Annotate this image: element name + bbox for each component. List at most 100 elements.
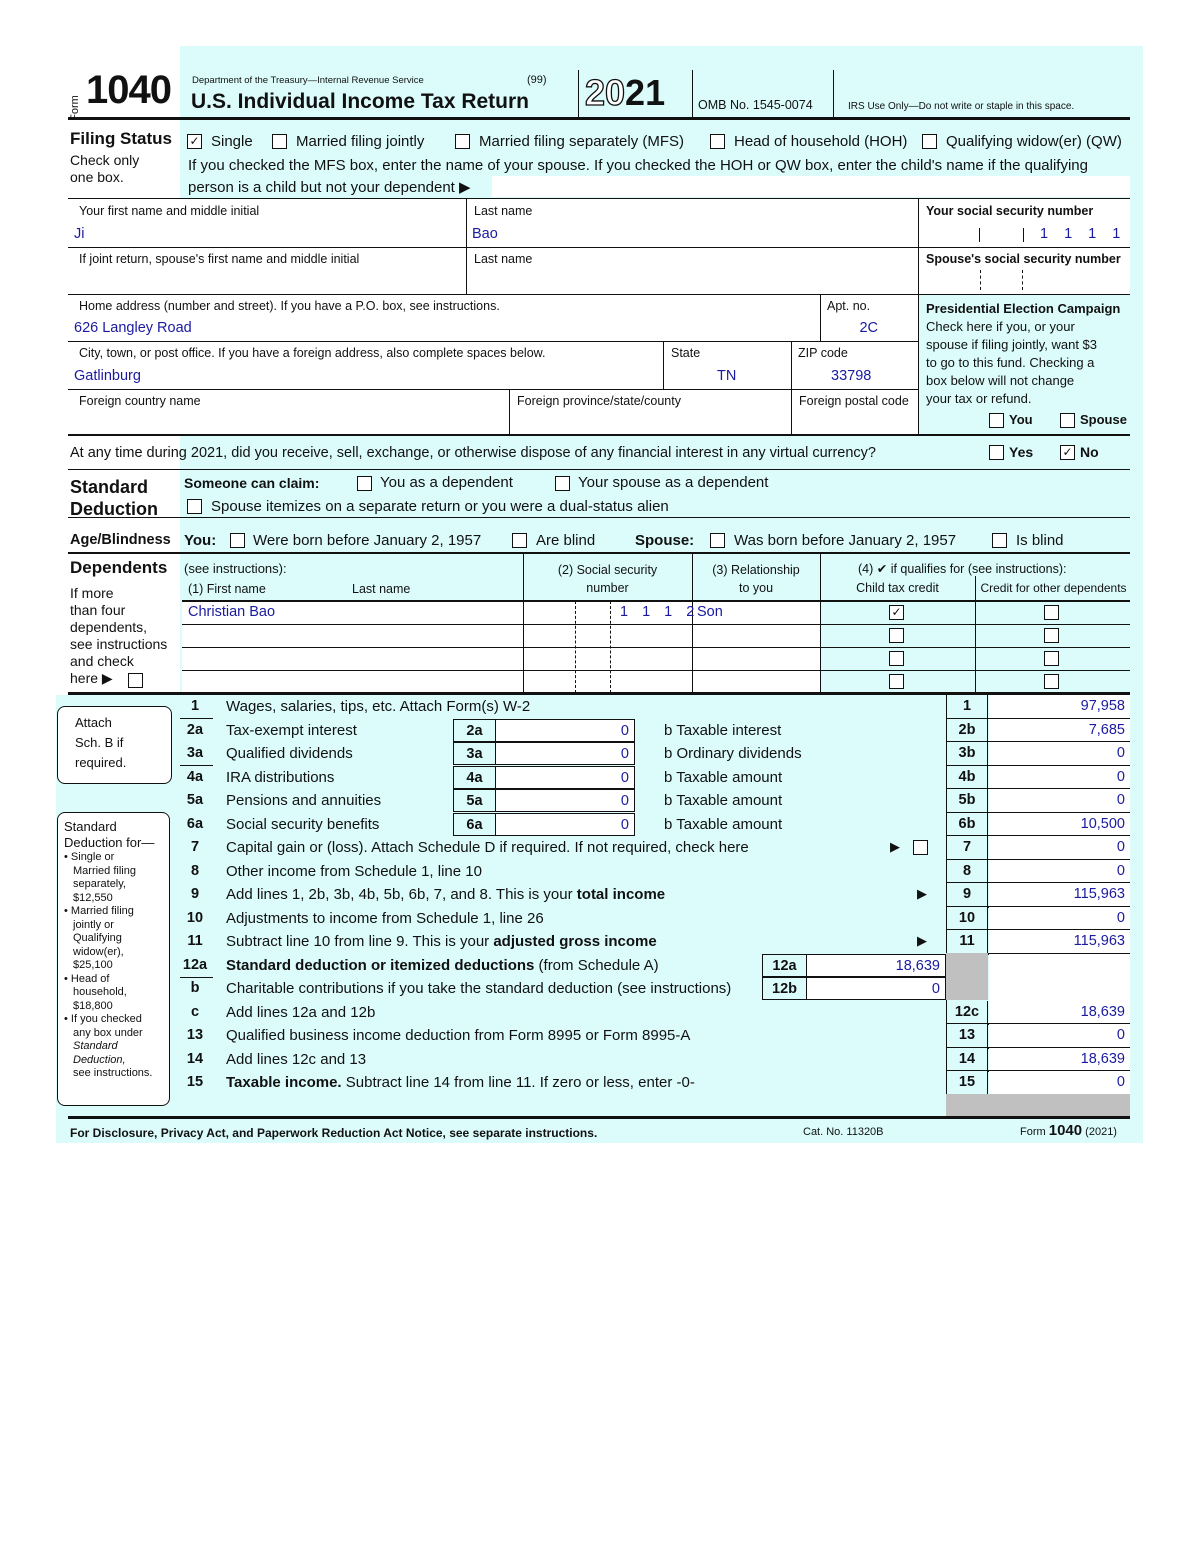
zip-input[interactable]: 33798 (831, 368, 872, 384)
line-description: Tax-exempt interest (226, 722, 357, 739)
mid-amount-input[interactable]: 0 (495, 765, 635, 789)
line-description: Add lines 12a and 12b (226, 1004, 375, 1021)
line-amount-input[interactable]: 0 (989, 1024, 1130, 1048)
filing-status-checkbox[interactable] (455, 134, 470, 149)
spouse-itemizes-checkbox[interactable] (187, 499, 202, 514)
virtual-currency-question: At any time during 2021, did you receive… (70, 445, 876, 461)
child-tax-credit-checkbox[interactable] (889, 651, 904, 666)
note-text: see instructions. (73, 1067, 153, 1079)
line-number: 10 (186, 909, 204, 926)
you-born-before-label: Were born before January 2, 1957 (253, 532, 482, 549)
rule (180, 977, 213, 978)
filing-status-checkbox[interactable] (922, 134, 937, 149)
you-blind-checkbox[interactable] (512, 533, 527, 548)
mid-amount-input[interactable]: 0 (495, 742, 635, 765)
state-input[interactable]: TN (717, 368, 737, 384)
child-tax-credit-checkbox[interactable] (889, 674, 904, 689)
shaded-area (946, 1094, 1130, 1116)
ssn-input[interactable]: 1 1 1 1 (1040, 226, 1127, 242)
presidential-campaign: Presidential Election Campaign Check her… (926, 300, 1120, 408)
virtual-yes-checkbox[interactable] (989, 445, 1004, 460)
line-b-description: b Taxable amount (664, 768, 783, 786)
mid-amount-input[interactable]: 0 (806, 977, 946, 1000)
line-amount-input[interactable]: 0 (989, 742, 1130, 766)
dependents-see-instructions: (see instructions): (184, 561, 287, 576)
child-tax-credit-checkbox[interactable] (889, 628, 904, 643)
line-b-description: b Ordinary dividends (664, 745, 802, 762)
line-amount-input[interactable]: 7,685 (989, 718, 1130, 742)
virtual-no-checkbox[interactable]: ✓ (1060, 445, 1075, 460)
campaign-you-checkbox[interactable] (989, 413, 1004, 428)
line-amount-input[interactable]: 97,958 (989, 695, 1130, 719)
amount-divider (946, 858, 1130, 860)
filing-status-checkbox[interactable] (272, 134, 287, 149)
side-text: see instructions (70, 636, 168, 652)
note-text: • Single or (64, 851, 115, 863)
mid-amount-input[interactable]: 0 (495, 718, 635, 742)
line-box-label: 1 (946, 695, 988, 719)
qualifying-name-input[interactable] (492, 176, 1130, 197)
spouse-born-before-label: Was born before January 2, 1957 (734, 532, 957, 549)
more-dependents-checkbox[interactable] (128, 673, 143, 688)
you-dependent-checkbox[interactable] (357, 476, 372, 491)
side-text: here ▶ (70, 670, 113, 686)
filing-status-checkbox[interactable] (710, 134, 725, 149)
line-amount-input[interactable]: 0 (989, 765, 1130, 789)
spouse-itemizes-label: Spouse itemizes on a separate return or … (211, 498, 669, 515)
city-input[interactable]: Gatlinburg (74, 368, 141, 384)
line-amount-input[interactable]: 115,963 (989, 883, 1130, 907)
line-description: Subtract line 10 from line 9. This is yo… (226, 933, 657, 950)
dependent-ssn-input[interactable]: 1 1 1 2 (620, 604, 700, 620)
spouse-blind-checkbox[interactable] (992, 533, 1007, 548)
other-dependents-credit-checkbox[interactable] (1044, 674, 1059, 689)
line-amount-input[interactable]: 18,639 (989, 1047, 1130, 1071)
line-amount-input[interactable]: 0 (989, 906, 1130, 930)
line-amount-input[interactable]: 0 (989, 789, 1130, 813)
line-b-description: b Taxable amount (664, 815, 783, 833)
line-amount-input[interactable]: 0 (989, 836, 1130, 860)
dependents-side-note: If more than four dependents, see instructi… (70, 585, 167, 687)
line-text: Charitable contributions if you take the… (226, 980, 732, 997)
child-tax-credit-checkbox[interactable]: ✓ (889, 605, 904, 620)
line-box-label: 14 (946, 1047, 988, 1071)
row-divider (182, 624, 1130, 625)
last-name-input[interactable]: Bao (472, 226, 498, 242)
line-amount-input[interactable]: 0 (989, 859, 1130, 883)
line-amount-input[interactable]: 115,963 (989, 930, 1130, 954)
mid-box-label: 4a (453, 765, 495, 789)
other-dependents-credit-checkbox[interactable] (1044, 651, 1059, 666)
spouse-born-before-checkbox[interactable] (710, 533, 725, 548)
dependent-name-input[interactable]: Christian Bao (188, 604, 276, 620)
campaign-text: spouse if filing jointly, want $3 (926, 337, 1098, 352)
filing-note-2: person is a child but not your dependent… (188, 179, 471, 196)
side-text: If more (70, 585, 114, 601)
capital-gain-not-required-checkbox[interactable] (913, 840, 928, 855)
first-name-input[interactable]: Ji (74, 226, 85, 242)
mid-amount-input[interactable]: 18,639 (806, 953, 946, 977)
line-text: Qualified dividends (226, 745, 353, 762)
note-text: separately, (73, 878, 126, 890)
other-dependents-credit-checkbox[interactable] (1044, 605, 1059, 620)
line-number: 15 (186, 1074, 204, 1090)
col-child-credit: Child tax credit (856, 581, 939, 595)
campaign-spouse-checkbox[interactable] (1060, 413, 1075, 428)
street-input[interactable]: 626 Langley Road (74, 320, 192, 336)
other-dependents-credit-checkbox[interactable] (1044, 628, 1059, 643)
filing-status-checkbox[interactable]: ✓ (187, 134, 202, 149)
dependent-relationship-input[interactable]: Son (697, 604, 723, 620)
mid-amount-input[interactable]: 0 (495, 789, 635, 812)
col-other-credit: Credit for other dependents (980, 581, 1127, 595)
line-amount-input[interactable]: 18,639 (989, 1000, 1130, 1024)
you-born-before-checkbox[interactable] (230, 533, 245, 548)
omb-number: OMB No. 1545-0074 (698, 98, 813, 112)
line-amount-input[interactable]: 0 (989, 1071, 1130, 1095)
line-box-label: 12c (946, 1000, 988, 1024)
line-amount-input[interactable]: 10,500 (989, 812, 1130, 836)
note-text: $12,550 (73, 891, 113, 904)
apt-input[interactable]: 2C (859, 320, 878, 336)
note-text: Deduction for— (64, 835, 155, 850)
spouse-dependent-checkbox[interactable] (555, 476, 570, 491)
age-spouse-label: Spouse: (635, 532, 695, 549)
mid-amount-input[interactable]: 0 (495, 812, 635, 836)
